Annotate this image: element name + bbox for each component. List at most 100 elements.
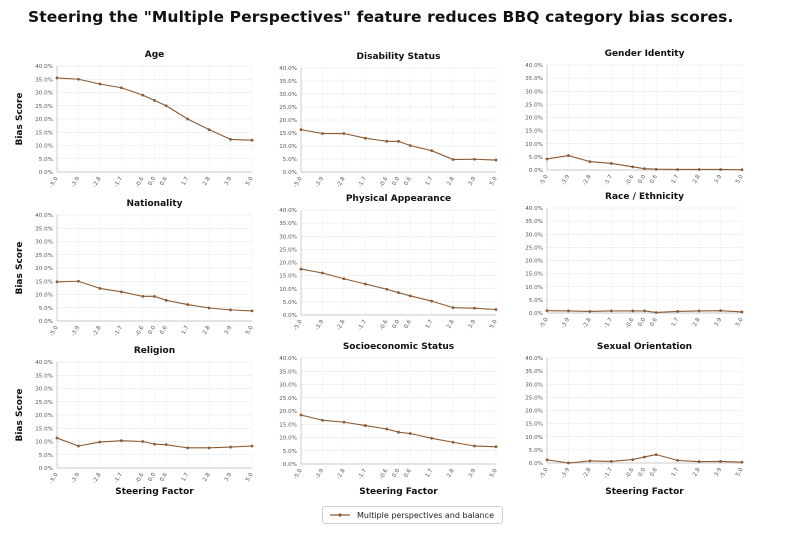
data-point [164, 443, 168, 447]
data-point [654, 311, 658, 314]
x-tick-label: -5.0 [293, 468, 304, 481]
y-tick-label: 20.0% [35, 413, 53, 419]
x-tick-label: -2.8 [336, 176, 347, 189]
y-tick-label: 15.0% [525, 272, 543, 278]
data-point [98, 82, 102, 86]
x-tick-label: 5.0 [735, 317, 745, 328]
y-tick-label: 35.0% [35, 77, 53, 83]
x-tick-label: -0.6 [135, 176, 146, 189]
y-tick-label: 35.0% [525, 219, 543, 225]
y-tick-label: 20.0% [279, 118, 297, 124]
data-point [567, 309, 570, 313]
data-point [250, 309, 254, 313]
panel-title: Religion [134, 346, 175, 356]
x-tick-label: -5.0 [293, 319, 304, 332]
data-point [494, 445, 498, 449]
x-tick-label: -1.7 [113, 325, 124, 338]
x-tick-label: 2.8 [202, 176, 212, 187]
y-tick-label: 25.0% [35, 104, 53, 110]
x-tick-label: 1.7 [425, 468, 435, 479]
y-tick-label: 10.0% [35, 293, 53, 299]
data-point [299, 413, 303, 417]
legend-swatch-icon [330, 513, 350, 517]
data-point [153, 99, 156, 102]
y-tick-label: 15.0% [35, 130, 53, 136]
data-point [740, 168, 744, 172]
y-tick-label: 0.0% [529, 311, 543, 317]
data-point [740, 460, 744, 464]
y-tick-label: 20.0% [35, 266, 53, 272]
x-tick-label: -5.0 [539, 174, 550, 187]
data-point [567, 461, 570, 465]
x-tick-label: -1.7 [603, 317, 614, 330]
legend-label: Multiple perspectives and balance [357, 510, 494, 520]
x-tick-label: -2.8 [582, 174, 593, 187]
data-point [55, 436, 59, 440]
y-tick-label: 10.0% [525, 285, 543, 291]
y-tick-label: 40.0% [525, 63, 543, 69]
x-tick-label: 1.7 [181, 472, 191, 483]
x-tick-label: -0.6 [379, 176, 390, 189]
y-tick-label: 5.0% [39, 453, 53, 459]
x-tick-label: -2.8 [92, 472, 103, 485]
x-tick-label: -5.0 [49, 325, 60, 338]
y-tick-label: 40.0% [35, 213, 53, 219]
data-point [250, 444, 254, 448]
data-point [588, 459, 592, 463]
x-tick-label: 1.7 [181, 176, 191, 187]
x-tick-label: 1.7 [671, 174, 681, 185]
x-tick-label: 3.9 [714, 467, 724, 478]
y-tick-label: 30.0% [525, 382, 543, 388]
x-tick-label: -0.6 [135, 325, 146, 338]
data-point [430, 299, 434, 303]
chart-panel: 0.0% 5.0% 10.0% 15.0% 20.0% 25.0% 30.0% 35.0% 40… [279, 194, 499, 331]
data-point [567, 154, 570, 157]
y-tick-label: 20.0% [279, 261, 297, 267]
x-tick-label: -0.6 [135, 472, 146, 485]
panel-title: Sexual Orientation [597, 342, 692, 352]
x-tick-label: -2.8 [336, 319, 347, 332]
data-point [451, 306, 455, 310]
y-tick-label: 40.0% [525, 206, 543, 212]
y-tick-label: 15.0% [35, 279, 53, 285]
y-tick-label: 30.0% [525, 232, 543, 238]
x-tick-label: -3.9 [71, 472, 82, 485]
x-tick-label: 2.8 [692, 174, 702, 185]
chart-panel: 0.0% 5.0% 10.0% 15.0% 20.0% 25.0% 30.0% 35.0% 40… [15, 199, 255, 337]
x-tick-label: -5.0 [539, 317, 550, 330]
x-tick-label: 5.0 [245, 325, 255, 336]
x-tick-label: -3.9 [71, 176, 82, 189]
legend: Multiple perspectives and balance [322, 506, 503, 524]
data-point [229, 308, 232, 312]
y-tick-label: 20.0% [525, 116, 543, 122]
x-tick-label: 0.6 [403, 468, 413, 479]
x-tick-label: 2.8 [446, 468, 456, 479]
data-point [363, 282, 367, 286]
y-tick-label: 15.0% [279, 274, 297, 280]
y-tick-label: 40.0% [279, 66, 297, 72]
y-tick-label: 5.0% [39, 306, 53, 312]
x-tick-label: 5.0 [489, 319, 499, 330]
data-point [342, 132, 346, 135]
y-tick-label: 35.0% [279, 79, 297, 85]
data-point [342, 420, 346, 424]
data-point [153, 442, 156, 446]
x-tick-label: 3.9 [224, 472, 234, 483]
data-point [643, 455, 646, 459]
y-tick-label: 30.0% [279, 234, 297, 240]
data-point [588, 160, 592, 164]
data-point [473, 157, 476, 161]
data-point [98, 440, 102, 444]
y-tick-label: 15.0% [525, 422, 543, 428]
x-tick-label: 0.6 [649, 467, 659, 478]
y-tick-label: 10.0% [525, 142, 543, 148]
y-tick-label: 0.0% [39, 466, 53, 472]
x-tick-label: 0.0 [392, 176, 402, 187]
data-point [141, 440, 145, 443]
y-tick-label: 30.0% [35, 91, 53, 97]
data-point [643, 309, 646, 313]
y-tick-label: 30.0% [35, 387, 53, 393]
panel-title: Nationality [127, 199, 183, 209]
y-tick-label: 25.0% [525, 102, 543, 108]
y-tick-label: 30.0% [35, 240, 53, 246]
